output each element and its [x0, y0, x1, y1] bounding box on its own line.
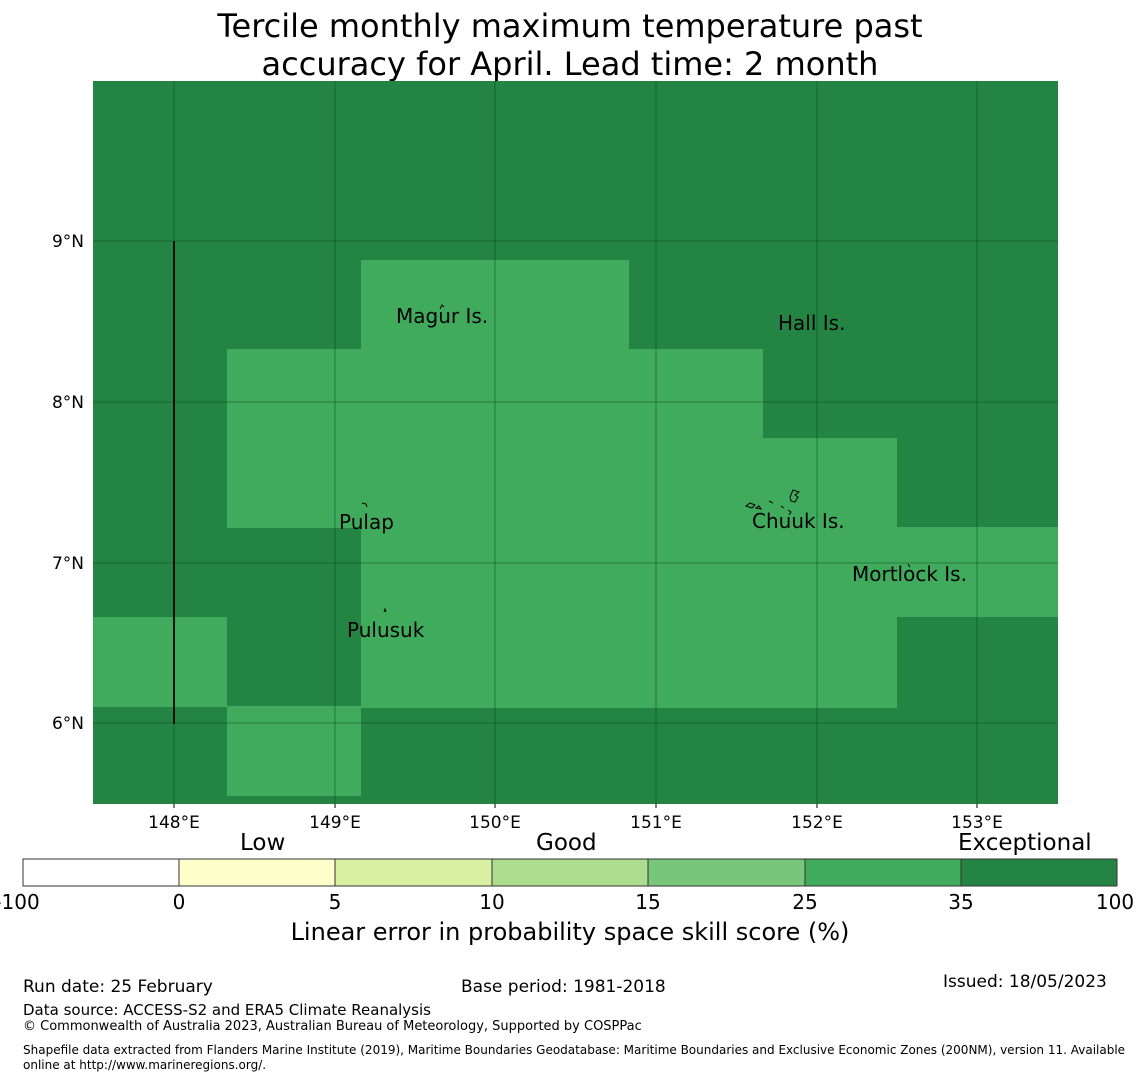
colorbar-tick-label: 15: [635, 890, 661, 914]
colorbar-tick-label: 5: [328, 890, 342, 914]
issued-date: Issued: 18/05/2023: [943, 972, 1107, 992]
mortlock-island-shape: [907, 563, 911, 568]
colorbar-category-low: Low: [240, 830, 286, 856]
lon-tick-label: 152°E: [791, 813, 843, 833]
lat-tick-label: 6°N: [52, 714, 84, 734]
colorbar-segment: [960, 858, 1118, 887]
colorbar-tick-label: 0: [172, 890, 186, 914]
colorbar-tick-label: 10: [479, 890, 505, 914]
colorbar-category-good: Good: [536, 830, 597, 856]
island-outlines: [361, 304, 911, 613]
place-label-chuuk: Chuuk Is.: [752, 509, 845, 533]
shapefile-credit-line-2: online at http://www.marineregions.org/.: [23, 1058, 267, 1072]
lon-tick-label: 150°E: [469, 813, 521, 833]
good-cell: [227, 706, 361, 796]
lat-tick-label: 7°N: [52, 554, 84, 574]
lon-tick-label: 148°E: [148, 813, 200, 833]
lon-tick-marks: [173, 804, 978, 808]
colorbar-tick-label: 35: [948, 890, 974, 914]
pulusuk-island-shape: [383, 607, 387, 613]
pulap-island-shape: [361, 502, 368, 508]
colorbar-tick-label: 25: [792, 890, 818, 914]
colorbar-tick-label: 100: [1095, 890, 1135, 914]
copyright-notice: © Commonwealth of Australia 2023, Austra…: [23, 1019, 642, 1034]
colorbar-segment: [647, 858, 806, 887]
lon-tick-label: 149°E: [309, 813, 361, 833]
place-label-pulusuk: Pulusuk: [347, 618, 425, 642]
place-label-mortlock: Mortlock Is.: [852, 562, 967, 586]
chart-title-line-2: accuracy for April. Lead time: 2 month: [261, 45, 879, 83]
colorbar-tick-label: -100: [0, 890, 40, 914]
place-label-magur: Magur Is.: [396, 304, 488, 328]
shapefile-credit-line-1: Shapefile data extracted from Flanders M…: [23, 1043, 1126, 1057]
lat-tick-label: 9°N: [52, 232, 84, 252]
lon-tick-label: 153°E: [951, 813, 1003, 833]
lon-tick-label: 151°E: [630, 813, 682, 833]
colorbar-segment: [334, 858, 493, 887]
colorbar: [22, 858, 1118, 887]
place-label-hall: Hall Is.: [778, 311, 845, 335]
magur-island-shape: [439, 304, 445, 310]
good-cell: [361, 438, 897, 708]
gridlines: [93, 81, 1058, 804]
colorbar-segment: [178, 858, 336, 887]
colorbar-segment: [804, 858, 962, 887]
colorbar-segment: [491, 858, 649, 887]
good-cell: [93, 617, 227, 707]
chuuk-islands-shape: [744, 489, 801, 516]
run-date: Run date: 25 February: [23, 977, 213, 997]
colorbar-category-exceptional: Exceptional: [958, 830, 1092, 856]
base-period: Base period: 1981-2018: [461, 977, 666, 997]
colorbar-axis-label: Linear error in probability space skill …: [290, 918, 850, 946]
lat-tick-label: 8°N: [52, 393, 84, 413]
chart-title-line-1: Tercile monthly maximum temperature past: [217, 7, 923, 45]
colorbar-segment: [22, 858, 180, 887]
data-source: Data source: ACCESS-S2 and ERA5 Climate …: [23, 1001, 431, 1019]
place-label-pulap: Pulap: [339, 510, 394, 534]
